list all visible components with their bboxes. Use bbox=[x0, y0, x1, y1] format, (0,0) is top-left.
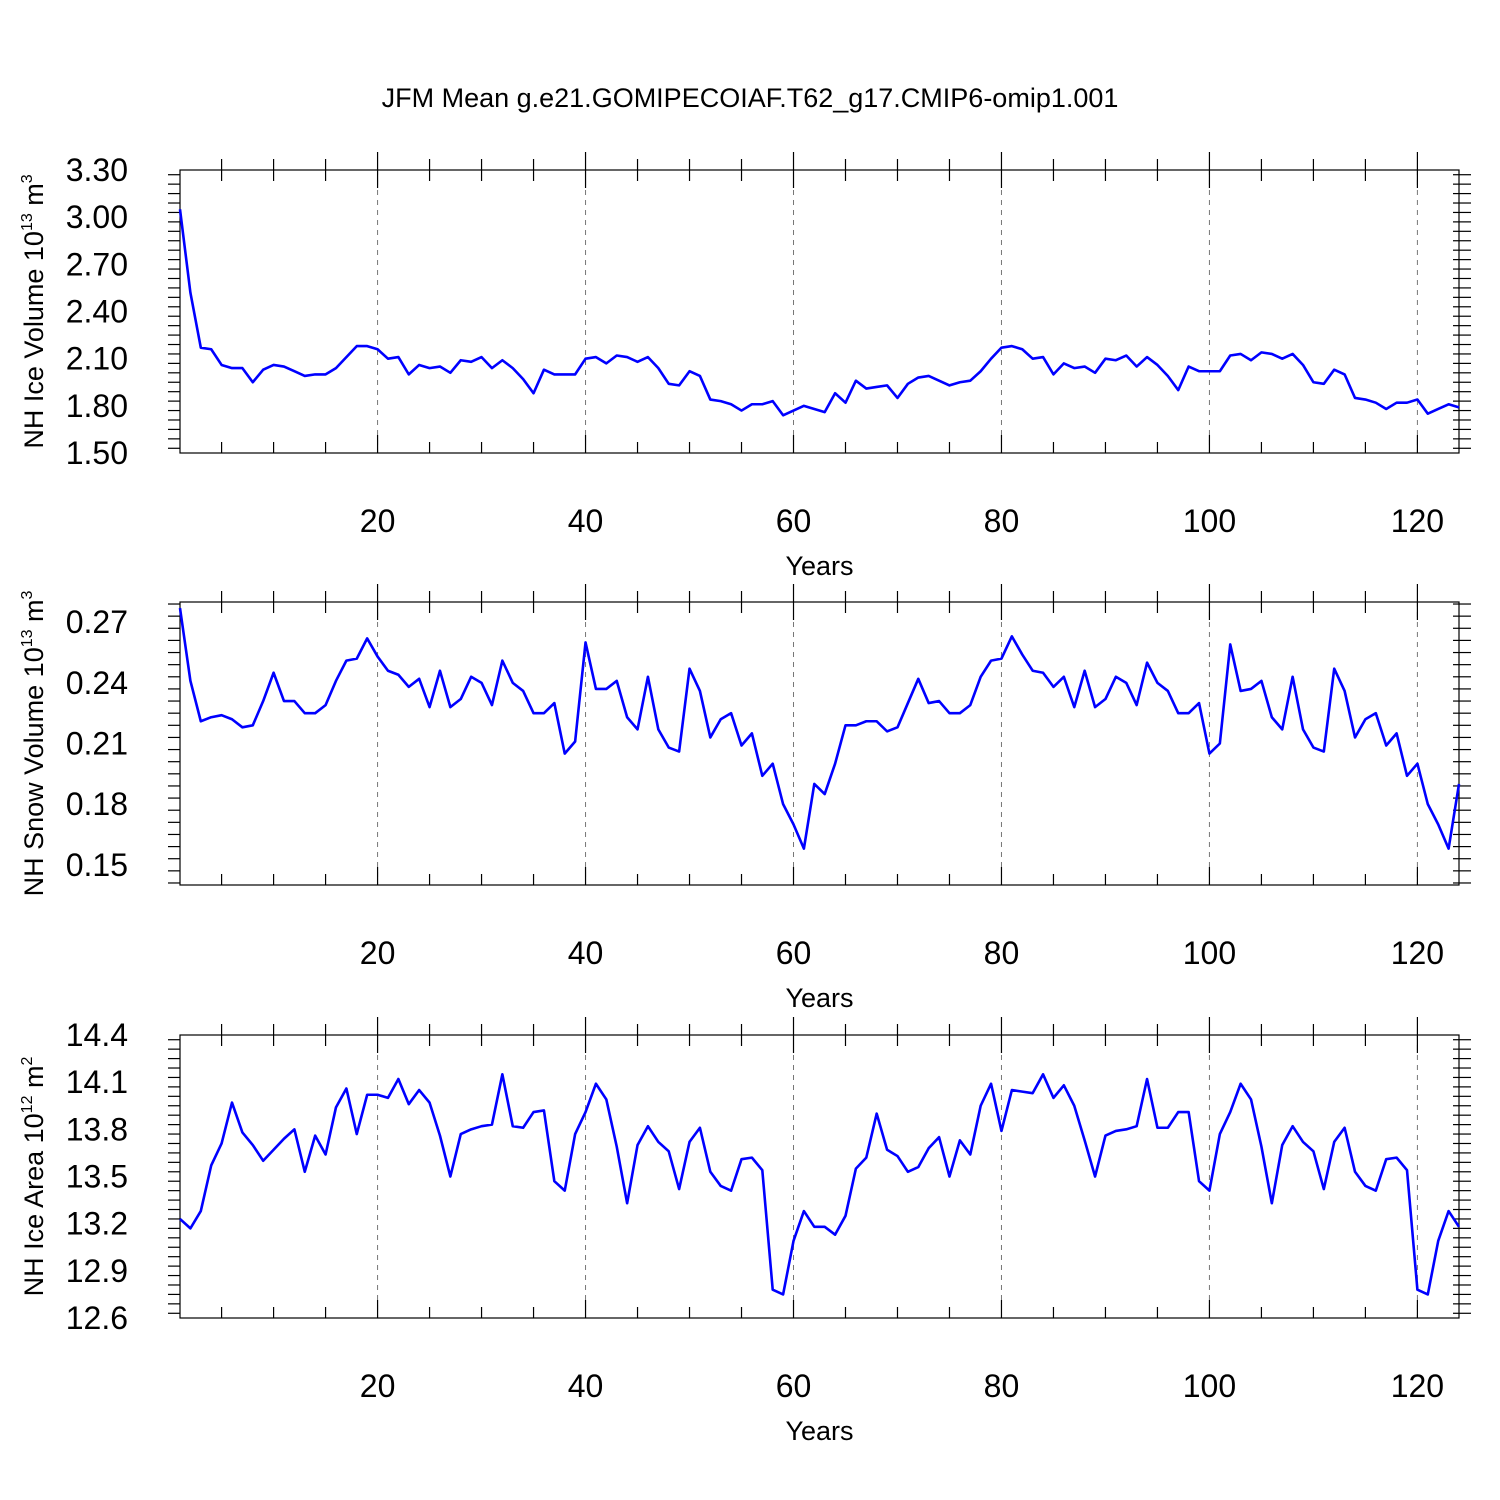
x-tick-label: 40 bbox=[568, 935, 604, 971]
series-line bbox=[178, 209, 1460, 417]
x-tick-label: 80 bbox=[984, 503, 1020, 539]
series-line bbox=[179, 1073, 1461, 1296]
y-tick-label: 1.50 bbox=[66, 435, 128, 471]
x-tick-label: 20 bbox=[360, 935, 396, 971]
y-tick-label: 3.30 bbox=[66, 152, 128, 188]
y-tick-label: 0.24 bbox=[66, 665, 128, 701]
x-axis-title: Years bbox=[785, 1416, 853, 1446]
x-tick-label: 80 bbox=[984, 935, 1020, 971]
x-tick-label: 60 bbox=[776, 1368, 812, 1404]
ice-area-panel: 20 40 60 80 100 120 12.6 12.9 13.2 13.5 13.8 14.1 14… bbox=[19, 1017, 1471, 1446]
ice-volume-panel: 20 40 60 80 100 120 1.50 1.80 2.10 2.40 2.70 3.00 3.… bbox=[19, 152, 1471, 581]
y-tick-label: 14.1 bbox=[66, 1064, 128, 1100]
y-tick-label: 2.10 bbox=[66, 341, 128, 377]
y-axis-title-text: NH Snow Volume 10 bbox=[19, 647, 49, 896]
x-axis-title: Years bbox=[785, 551, 853, 581]
x-tick-label: 40 bbox=[568, 503, 604, 539]
y-axis-title-unit: m bbox=[19, 1066, 49, 1096]
x-tick-label: 120 bbox=[1391, 935, 1444, 971]
chart-title: JFM Mean g.e21.GOMIPECOIAF.T62_g17.CMIP6… bbox=[382, 83, 1119, 113]
y-axis-title: NH Ice Area 1012 m2 bbox=[19, 1057, 49, 1297]
y-axis-title-exponent: 13 bbox=[19, 213, 36, 231]
y-axis-title-unit: m bbox=[19, 599, 49, 629]
plot-frame bbox=[179, 169, 1460, 454]
x-tick-label: 40 bbox=[568, 1368, 604, 1404]
y-axis-title-unit-exponent: 2 bbox=[19, 1057, 36, 1066]
y-axis-title: NH Ice Volume 1013 m3 bbox=[19, 174, 49, 448]
x-tick-label: 20 bbox=[360, 503, 396, 539]
y-tick-label: 2.70 bbox=[66, 246, 128, 282]
x-tick-label: 80 bbox=[984, 1368, 1020, 1404]
y-axis-title: NH Snow Volume 1013 m3 bbox=[19, 590, 49, 896]
x-tick-label: 60 bbox=[776, 935, 812, 971]
y-tick-label: 14.4 bbox=[66, 1017, 128, 1053]
y-tick-label: 1.80 bbox=[66, 388, 128, 424]
y-axis-title-unit-exponent: 3 bbox=[19, 174, 36, 183]
x-tick-label: 100 bbox=[1183, 503, 1236, 539]
x-tick-label: 100 bbox=[1183, 1368, 1236, 1404]
y-tick-label: 13.5 bbox=[66, 1159, 128, 1195]
y-axis-title-text: NH Ice Volume 10 bbox=[19, 231, 49, 449]
y-tick-label: 0.27 bbox=[66, 604, 128, 640]
y-tick-label: 0.21 bbox=[66, 726, 128, 762]
y-tick-label: 13.2 bbox=[66, 1206, 128, 1242]
snow-volume-panel: 20 40 60 80 100 120 0.15 0.18 0.21 0.24 0.27 Years N… bbox=[19, 584, 1471, 1013]
y-axis-title-exponent: 13 bbox=[19, 629, 36, 647]
x-tick-label: 20 bbox=[360, 1368, 396, 1404]
x-tick-label: 100 bbox=[1183, 935, 1236, 971]
plot-frame bbox=[179, 1034, 1460, 1319]
x-tick-label: 120 bbox=[1391, 1368, 1444, 1404]
y-tick-label: 2.40 bbox=[66, 294, 128, 330]
y-tick-label: 0.15 bbox=[66, 847, 128, 883]
y-axis-title-text: NH Ice Area 10 bbox=[19, 1113, 49, 1296]
x-tick-label: 120 bbox=[1391, 503, 1444, 539]
x-axis-title: Years bbox=[785, 983, 853, 1013]
y-tick-label: 3.00 bbox=[66, 199, 128, 235]
series-line bbox=[178, 607, 1461, 850]
y-tick-label: 13.8 bbox=[66, 1111, 128, 1147]
plot-frame bbox=[179, 601, 1460, 886]
y-tick-label: 12.6 bbox=[66, 1300, 128, 1336]
x-tick-label: 60 bbox=[776, 503, 812, 539]
y-tick-label: 12.9 bbox=[66, 1253, 128, 1289]
y-axis-title-exponent: 12 bbox=[19, 1095, 36, 1113]
y-axis-title-unit: m bbox=[19, 183, 49, 213]
y-axis-title-unit-exponent: 3 bbox=[19, 590, 36, 599]
y-tick-label: 0.18 bbox=[66, 786, 128, 822]
